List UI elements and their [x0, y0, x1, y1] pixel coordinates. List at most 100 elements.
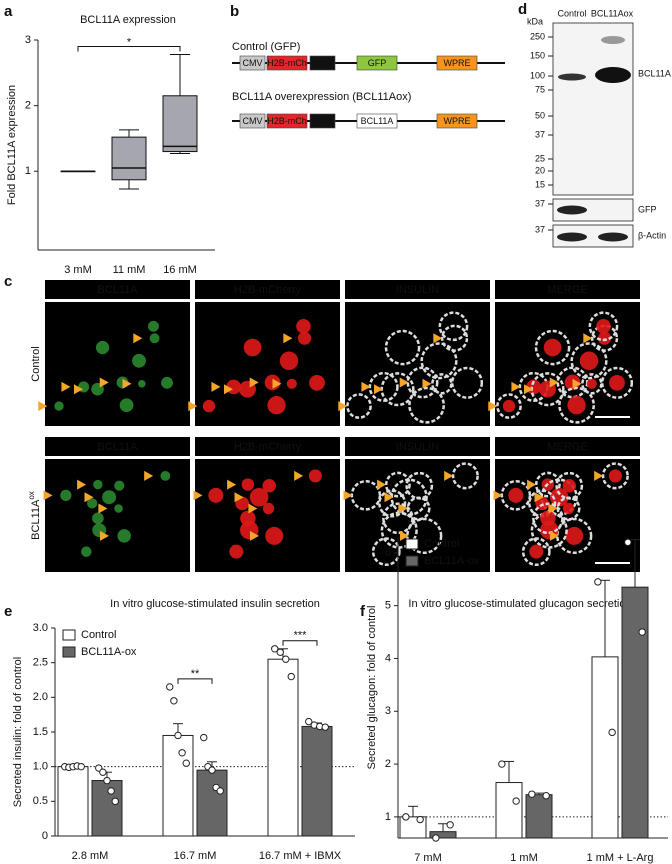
- construct-element: [239, 55, 266, 71]
- arrowhead: [249, 377, 259, 388]
- x-tick-label: 16 mM: [163, 264, 197, 276]
- image-header: [195, 437, 340, 456]
- y-tick-label: 2: [25, 100, 31, 112]
- y-tick-label: 1.5: [33, 726, 48, 738]
- arrowhead: [523, 384, 533, 395]
- construct-element-label: GFP: [368, 58, 387, 68]
- data-point: [594, 578, 602, 586]
- marker-label: 250: [530, 31, 545, 41]
- construct-element: [239, 113, 266, 129]
- arrowhead: [549, 377, 559, 388]
- image-header: [45, 280, 190, 299]
- y-tick-label: 6: [385, 547, 391, 559]
- data-point: [432, 834, 440, 842]
- insulin-signal: [450, 366, 484, 399]
- image-header: [345, 437, 490, 456]
- nucleus-signal: [508, 487, 524, 503]
- arrowhead: [511, 381, 521, 392]
- y-tick-label: 5: [385, 600, 391, 612]
- construct-element: [309, 113, 336, 129]
- nucleus-signal: [596, 319, 611, 334]
- nucleus-signal: [309, 374, 325, 391]
- significance-label: ***: [294, 630, 308, 642]
- blot-section-label: β-Actin: [638, 230, 666, 240]
- arrowhead: [248, 503, 258, 514]
- nucleus-signal: [586, 378, 597, 389]
- arrowhead: [398, 503, 408, 514]
- row-label-superscript: ox: [27, 491, 36, 499]
- legend-label: Control: [81, 629, 116, 641]
- bar: [162, 734, 194, 837]
- construct-element-label: H2B-mCh: [267, 116, 307, 126]
- nucleus-signal: [114, 480, 125, 491]
- image-header-label: MERGE: [547, 284, 587, 296]
- nucleus-signal: [240, 510, 256, 527]
- data-point: [111, 797, 119, 806]
- row-label-text: Control: [30, 346, 42, 381]
- nucleus-signal: [229, 544, 244, 559]
- insulin-signal: [382, 502, 414, 535]
- data-point: [107, 787, 115, 795]
- x-tick-label: 3 mM: [64, 264, 92, 276]
- arrowhead: [249, 530, 259, 541]
- chart-title: BCL11A expression: [80, 14, 176, 26]
- construct-element: [436, 55, 478, 71]
- x-tick-label: 16.7 mM: [174, 850, 217, 862]
- insulin-signal: [534, 471, 561, 498]
- nucleus-signal: [286, 378, 297, 389]
- data-point: [321, 723, 329, 731]
- arrowhead: [38, 401, 48, 412]
- micrograph: [495, 302, 640, 426]
- nucleus-signal: [95, 340, 110, 355]
- data-point: [200, 733, 208, 742]
- blot-band: [598, 232, 628, 242]
- y-tick-label: 2: [385, 758, 391, 770]
- marker-label: 15: [535, 179, 545, 189]
- nucleus-signal: [93, 479, 103, 490]
- legend-label: BCL11A-ox: [424, 555, 480, 567]
- significance-bracket: [77, 45, 181, 52]
- nucleus-signal: [202, 399, 216, 413]
- data-point: [638, 628, 646, 636]
- insulin-signal: [378, 489, 407, 518]
- y-axis-label: Secreted insulin: fold of control: [12, 657, 24, 807]
- y-tick-label: 1: [25, 165, 31, 177]
- insulin-signal: [555, 471, 584, 500]
- panel-label: a: [4, 3, 13, 20]
- box: [162, 95, 198, 153]
- data-point: [271, 645, 279, 653]
- arrowhead: [493, 490, 503, 501]
- image-header: [195, 280, 340, 299]
- nucleus-signal: [243, 338, 262, 357]
- bar: [301, 725, 333, 837]
- arrowhead: [227, 479, 237, 490]
- nucleus-signal: [308, 469, 322, 483]
- insulin-signal: [556, 517, 593, 555]
- arrowhead: [399, 377, 409, 388]
- data-point: [182, 759, 190, 767]
- nucleus-signal: [241, 478, 255, 491]
- nucleus-signal: [540, 510, 556, 527]
- insulin-signal: [534, 329, 571, 366]
- arrowhead: [133, 333, 143, 344]
- image-header: [495, 437, 640, 456]
- arrowhead: [549, 530, 559, 541]
- nucleus-signal: [249, 487, 269, 507]
- arrowhead: [361, 381, 371, 392]
- row-label-text: BCL11A: [30, 499, 42, 540]
- row-label: BCL11Aox: [27, 491, 42, 540]
- construct-element-label: H2B-mCh: [267, 58, 307, 68]
- blot-band: [595, 67, 631, 83]
- y-tick-label: 1.0: [33, 761, 48, 773]
- arrowhead: [84, 492, 94, 503]
- nucleus-signal: [148, 320, 159, 332]
- arrowhead: [43, 490, 53, 501]
- arrowhead: [294, 470, 304, 481]
- arrowhead: [338, 401, 348, 412]
- insulin-signal: [420, 342, 458, 380]
- bar: [525, 794, 553, 839]
- bar: [621, 586, 649, 839]
- arrowhead: [99, 530, 109, 541]
- micrograph: [45, 302, 190, 426]
